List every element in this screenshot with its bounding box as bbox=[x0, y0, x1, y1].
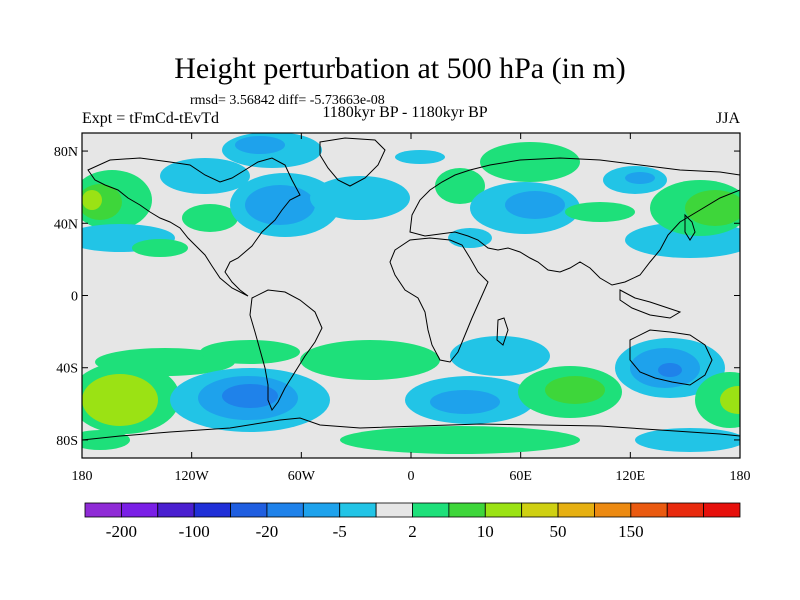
colorbar-swatch bbox=[703, 502, 741, 518]
colorbar-swatch bbox=[630, 502, 668, 518]
colorbar-label: -100 bbox=[179, 522, 210, 541]
coastlines bbox=[82, 137, 740, 441]
colorbar-label: -20 bbox=[256, 522, 279, 541]
contour-fill-layer bbox=[82, 133, 740, 454]
contour-blob bbox=[300, 340, 440, 380]
period-label: 1180kyr BP - 1180kyr BP bbox=[322, 104, 488, 121]
stats-line: rmsd= 3.56842 diff= -5.73663e-08 bbox=[190, 93, 385, 108]
contour-blob bbox=[565, 202, 635, 222]
colorbar-swatch bbox=[412, 502, 450, 518]
colorbar-swatch bbox=[557, 502, 595, 518]
colorbar-swatch bbox=[521, 502, 559, 518]
contour-blob bbox=[685, 190, 740, 226]
colorbar-swatch bbox=[157, 502, 195, 518]
lon-tick-label: 120W bbox=[175, 469, 210, 484]
colorbar-swatch bbox=[230, 502, 268, 518]
colorbar-label: 10 bbox=[477, 522, 494, 541]
contour-blob bbox=[435, 168, 485, 204]
contour-blob bbox=[395, 150, 445, 164]
coast-japan bbox=[684, 213, 696, 241]
contour-blob bbox=[720, 386, 740, 414]
colorbar-swatch bbox=[120, 502, 159, 518]
lat-tick-label: 80S bbox=[56, 434, 78, 449]
coast-eurasia bbox=[409, 157, 740, 286]
contour-blob bbox=[160, 158, 250, 194]
colorbar-label: 2 bbox=[408, 522, 417, 541]
coast-africa bbox=[389, 237, 489, 363]
colorbar-swatch bbox=[666, 502, 705, 518]
contour-blob bbox=[448, 228, 492, 248]
lat-tick-label: 40S bbox=[56, 362, 78, 377]
coast-madagascar bbox=[496, 317, 509, 346]
coast-antarctica bbox=[82, 417, 740, 441]
contour-blob bbox=[82, 190, 102, 210]
lon-tick-label: 180 bbox=[72, 469, 93, 484]
colorbar-swatch bbox=[339, 502, 377, 518]
map-title: Height perturbation at 500 hPa (in m) bbox=[174, 52, 626, 85]
colorbar-swatch bbox=[375, 502, 413, 518]
colorbar: -200 -100 -20 -5 2 10 50 150 bbox=[84, 502, 741, 541]
contour-blob bbox=[545, 376, 605, 404]
colorbar-label: 150 bbox=[618, 522, 644, 541]
season-label: JJA bbox=[716, 110, 741, 127]
coast-australia bbox=[629, 329, 713, 386]
lon-tick-label: 60W bbox=[288, 469, 316, 484]
contour-blob bbox=[340, 426, 580, 454]
colorbar-swatch bbox=[594, 502, 632, 518]
lat-tick-label: 80N bbox=[54, 145, 78, 160]
contour-blob bbox=[222, 384, 278, 408]
contour-blob bbox=[82, 374, 158, 426]
contour-blob bbox=[505, 191, 565, 219]
contour-blob bbox=[235, 136, 285, 154]
colorbar-label: -5 bbox=[333, 522, 347, 541]
contour-blob bbox=[695, 372, 740, 428]
colorbar-label: 50 bbox=[550, 522, 567, 541]
colorbar-swatch bbox=[193, 502, 231, 518]
lon-tick-label: 0 bbox=[408, 469, 415, 484]
contour-blob bbox=[182, 204, 238, 232]
contour-blob bbox=[625, 172, 655, 184]
colorbar-swatch bbox=[84, 502, 122, 518]
colorbar-swatch bbox=[302, 502, 341, 518]
contour-blob bbox=[200, 340, 300, 364]
coast-southeast-asia bbox=[619, 289, 682, 319]
experiment-label: Expt = tFmCd-tEvTd bbox=[82, 110, 220, 127]
lon-tick-label: 60E bbox=[509, 469, 532, 484]
contour-blob bbox=[82, 430, 130, 450]
coast-south-america bbox=[249, 289, 323, 412]
colorbar-swatch bbox=[448, 502, 486, 518]
contour-blob bbox=[658, 363, 682, 377]
lat-tick-label: 0 bbox=[71, 290, 78, 305]
contour-blob bbox=[430, 390, 500, 414]
contour-blob bbox=[132, 239, 188, 257]
coast-north-america bbox=[87, 157, 301, 297]
lat-tick-label: 40N bbox=[54, 217, 78, 232]
contour-blob bbox=[480, 142, 580, 182]
coast-greenland bbox=[319, 137, 386, 187]
colorbar-label: -200 bbox=[106, 522, 137, 541]
contour-blob bbox=[310, 176, 410, 220]
contour-blob bbox=[450, 336, 550, 376]
lon-tick-label: 180 bbox=[730, 469, 751, 484]
colorbar-swatch bbox=[266, 502, 304, 518]
contour-blob bbox=[245, 185, 315, 225]
axis-layer: 80N 40N 0 40S 80S 180 120W 60W 0 60E 120E 180 bbox=[54, 133, 751, 484]
lon-tick-label: 120E bbox=[616, 469, 646, 484]
colorbar-swatch bbox=[484, 502, 523, 518]
